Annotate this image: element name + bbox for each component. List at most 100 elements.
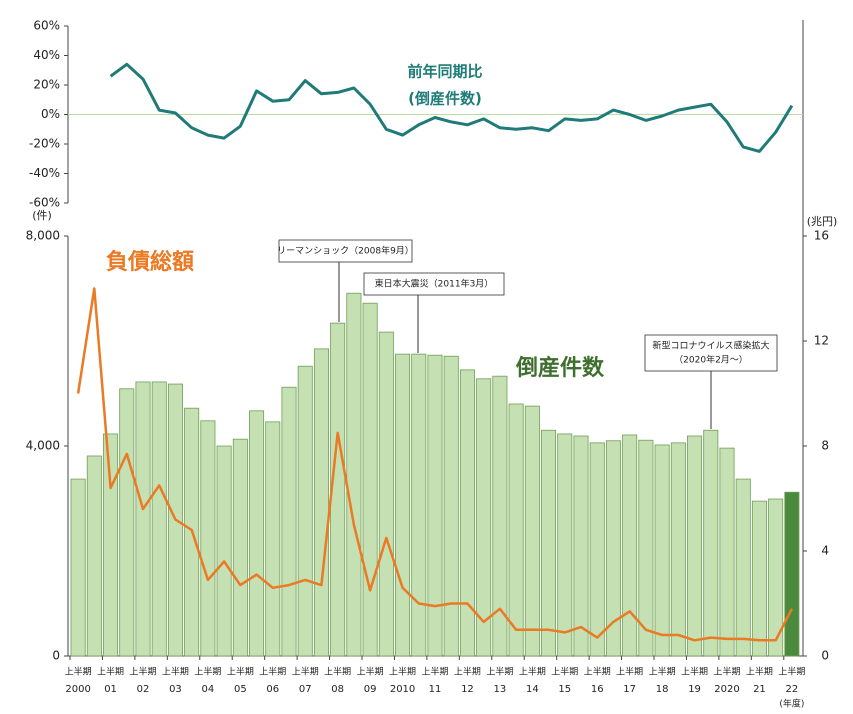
bar bbox=[427, 354, 443, 657]
x-tick-label: 上半期 bbox=[292, 666, 319, 678]
x-group-label: 15 bbox=[558, 684, 571, 695]
series-label: 前年同期比 bbox=[407, 63, 482, 81]
y-tick-label: -20% bbox=[29, 137, 60, 151]
bar bbox=[670, 442, 686, 657]
bar bbox=[103, 433, 119, 657]
bar bbox=[443, 355, 459, 657]
x-group-label: 01 bbox=[104, 684, 117, 695]
x-group-label: 16 bbox=[591, 684, 604, 695]
bar bbox=[265, 421, 281, 657]
line bbox=[76, 287, 794, 642]
x-group-label: 14 bbox=[526, 684, 539, 695]
x-group-label: 12 bbox=[461, 684, 474, 695]
x-unit: (年度) bbox=[779, 698, 804, 710]
bar bbox=[622, 434, 638, 657]
bar bbox=[687, 435, 703, 657]
y2-tick-label: 8 bbox=[821, 439, 829, 453]
bar bbox=[362, 302, 378, 657]
x-tick-label: 上半期 bbox=[778, 666, 805, 678]
x-tick-label: 上半期 bbox=[194, 666, 221, 678]
annotation: （2020年2月～） bbox=[674, 354, 748, 366]
x-group-label: 04 bbox=[202, 684, 215, 695]
x-tick-label: 上半期 bbox=[616, 666, 643, 678]
y2-tick-label: 12 bbox=[814, 334, 829, 348]
x-tick-label: 上半期 bbox=[584, 666, 611, 678]
x-tick-label: 上半期 bbox=[649, 666, 676, 678]
y-tick-label: -40% bbox=[29, 166, 60, 180]
bar bbox=[151, 381, 167, 657]
series-label: 倒産件数 bbox=[515, 355, 605, 381]
x-tick-label: 上半期 bbox=[713, 666, 740, 678]
y2-tick-label: 16 bbox=[814, 229, 829, 243]
x-tick-label: 上半期 bbox=[421, 666, 448, 678]
bar bbox=[784, 491, 800, 657]
x-tick-label: 上半期 bbox=[357, 666, 384, 678]
y-tick-label: 4,000 bbox=[26, 439, 60, 453]
y-tick-label: 60% bbox=[33, 19, 60, 33]
x-group-label: 2020 bbox=[714, 684, 739, 695]
bar bbox=[719, 447, 735, 657]
bar bbox=[249, 410, 265, 657]
x-tick-label: 上半期 bbox=[324, 666, 351, 678]
bar bbox=[768, 498, 784, 657]
bar bbox=[86, 455, 102, 657]
bar bbox=[476, 378, 492, 657]
bar bbox=[297, 365, 313, 657]
bar bbox=[70, 478, 86, 657]
x-group-label: 18 bbox=[656, 684, 669, 695]
x-group-label: 17 bbox=[623, 684, 636, 695]
y2-tick-label: 0 bbox=[821, 649, 829, 663]
x-tick-label: 上半期 bbox=[486, 666, 513, 678]
y-tick-label: 40% bbox=[33, 48, 60, 62]
bar bbox=[605, 440, 621, 657]
bar bbox=[492, 375, 508, 657]
bar bbox=[119, 388, 135, 657]
bar bbox=[557, 433, 573, 657]
annotation-box bbox=[644, 334, 778, 372]
x-group-label: 08 bbox=[331, 684, 344, 695]
y2-unit: (兆円) bbox=[807, 215, 838, 228]
bar bbox=[589, 442, 605, 657]
y2-tick-label: 4 bbox=[821, 544, 829, 558]
x-tick-label: 上半期 bbox=[97, 666, 124, 678]
x-group-label: 2000 bbox=[65, 684, 90, 695]
x-group-label: 2010 bbox=[390, 684, 415, 695]
bar bbox=[751, 500, 767, 657]
bar bbox=[200, 420, 216, 657]
bar bbox=[735, 478, 751, 657]
bar bbox=[703, 429, 719, 657]
bar bbox=[411, 353, 427, 657]
x-tick-label: 上半期 bbox=[227, 666, 254, 678]
bar bbox=[281, 386, 297, 657]
x-tick-label: 上半期 bbox=[259, 666, 286, 678]
annotation: 新型コロナウイルス感染拡大 bbox=[652, 340, 769, 352]
bar bbox=[654, 444, 670, 657]
y-tick-label: 8,000 bbox=[26, 229, 60, 243]
bar bbox=[216, 445, 232, 657]
bar bbox=[541, 429, 557, 657]
x-group-label: 22 bbox=[786, 684, 799, 695]
x-group-label: 11 bbox=[429, 684, 442, 695]
x-tick-label: 上半期 bbox=[129, 666, 156, 678]
x-tick-label: 上半期 bbox=[681, 666, 708, 678]
bar bbox=[638, 439, 654, 657]
y-tick-label: 0 bbox=[52, 649, 60, 663]
y-unit: (件) bbox=[32, 209, 52, 222]
series-label: 負債総額 bbox=[106, 249, 194, 275]
x-tick-label: 上半期 bbox=[519, 666, 546, 678]
x-group-label: 02 bbox=[137, 684, 150, 695]
series-label: (倒産件数) bbox=[408, 90, 482, 108]
x-group-label: 06 bbox=[266, 684, 279, 695]
x-tick-label: 上半期 bbox=[389, 666, 416, 678]
x-tick-label: 上半期 bbox=[162, 666, 189, 678]
bar bbox=[378, 331, 394, 657]
annotation: リーマンショック（2008年9月） bbox=[277, 245, 414, 257]
annotation-box bbox=[278, 239, 413, 263]
bar bbox=[573, 435, 589, 657]
bar bbox=[135, 381, 151, 657]
x-group-label: 09 bbox=[364, 684, 377, 695]
x-tick-label: 上半期 bbox=[746, 666, 773, 678]
annotation: 東日本大震災（2011年3月） bbox=[375, 278, 494, 290]
x-group-label: 13 bbox=[494, 684, 507, 695]
